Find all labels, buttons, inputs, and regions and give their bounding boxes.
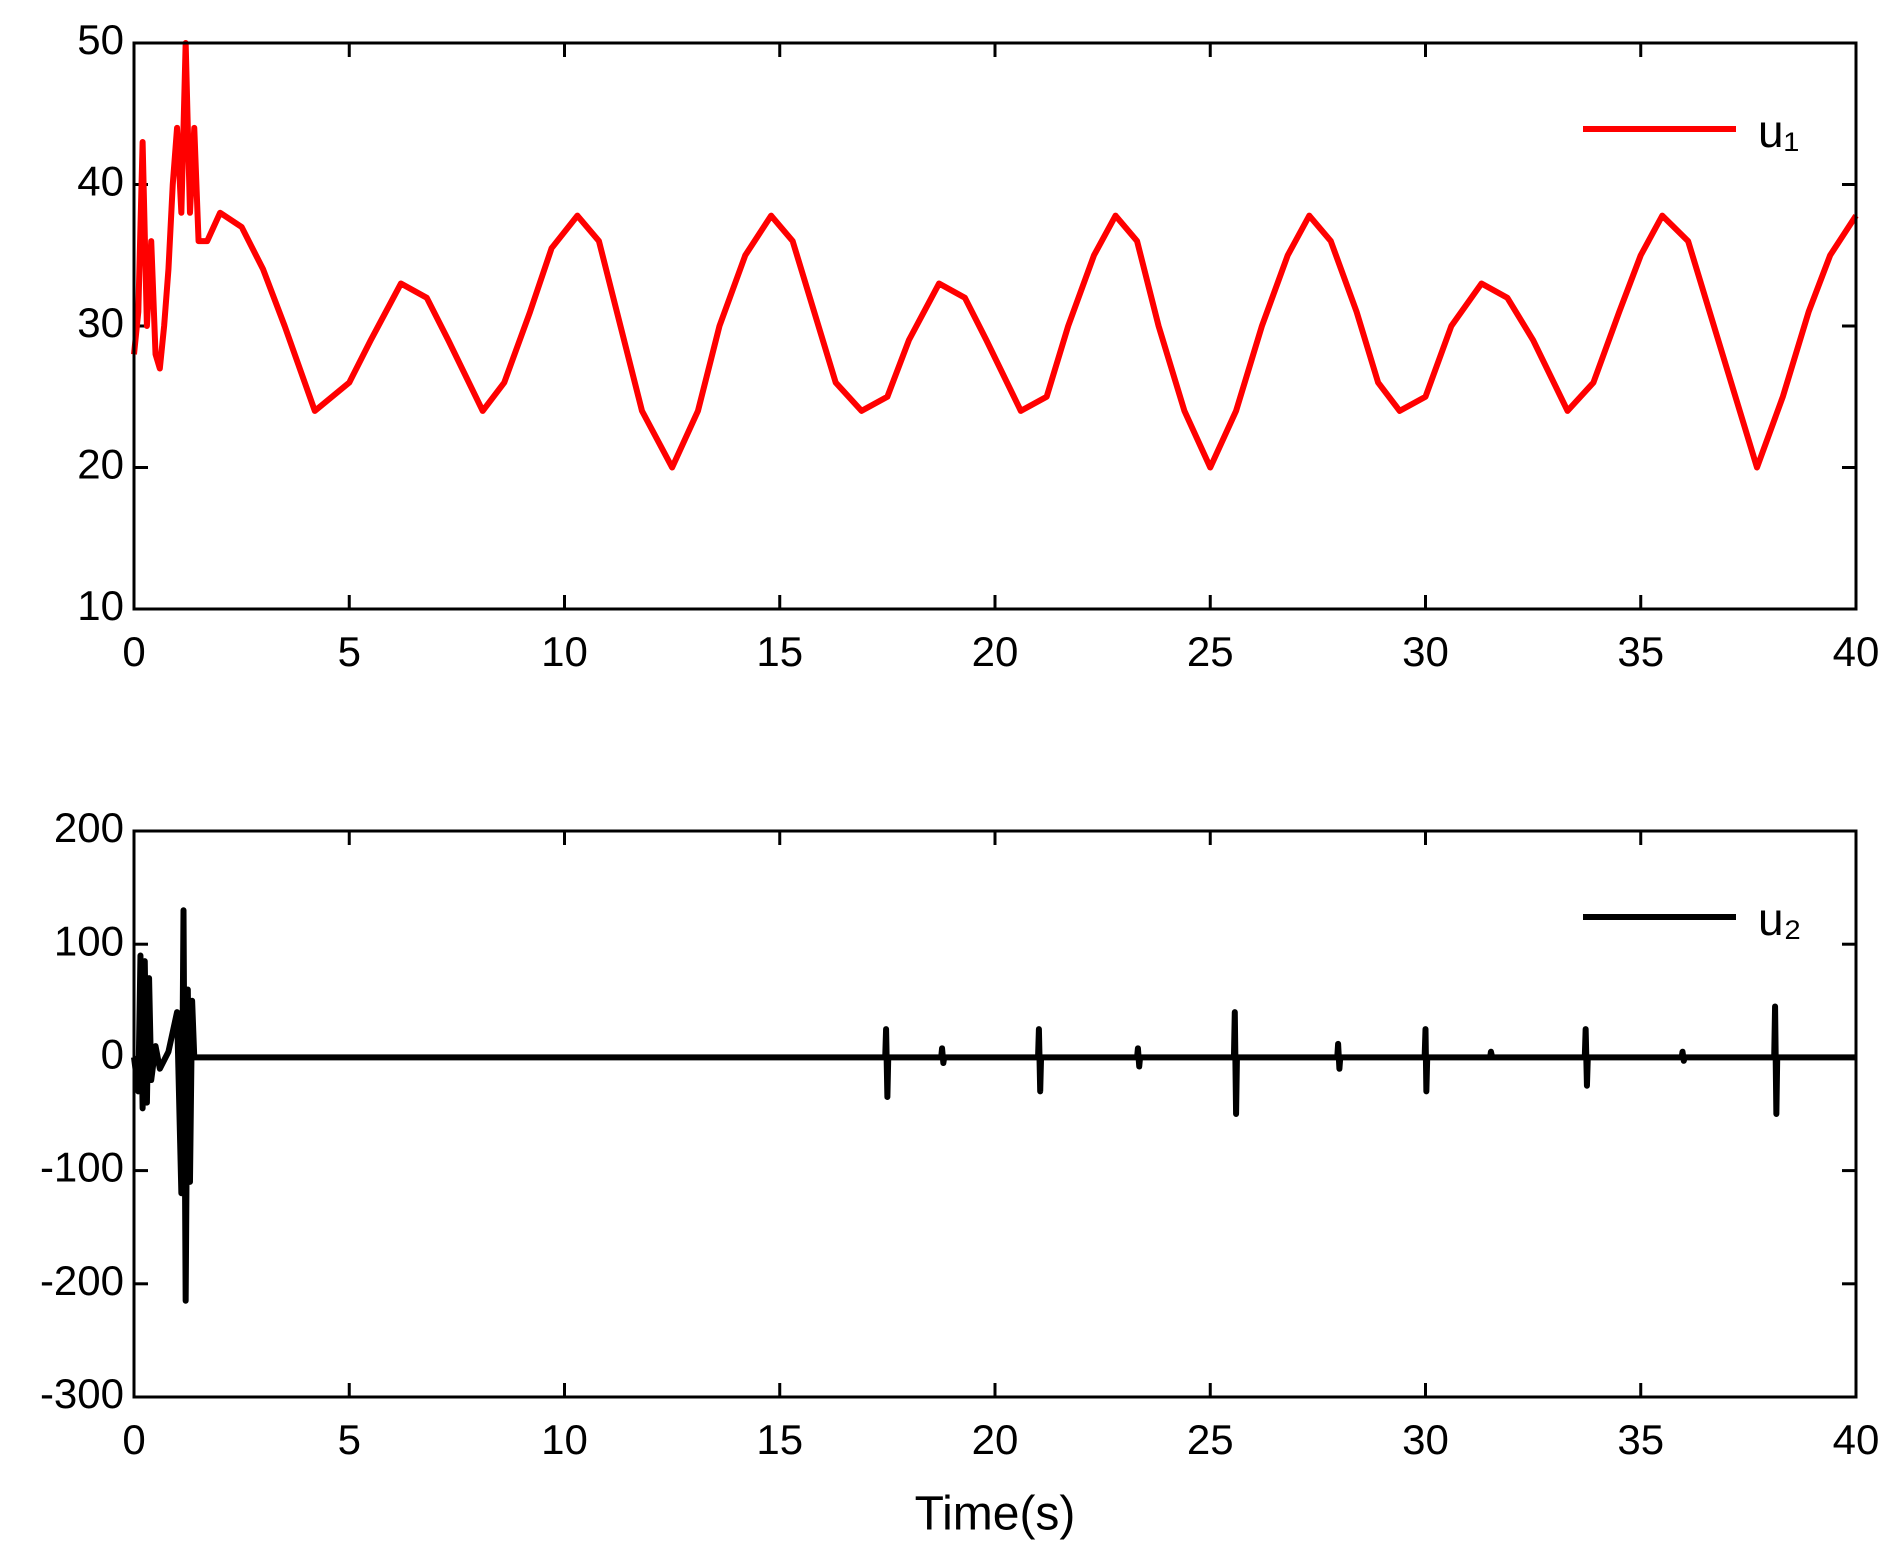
- x-tick-label: 25: [1187, 1416, 1234, 1463]
- data-line: [131, 40, 1859, 471]
- y-tick-label: -100: [40, 1144, 124, 1191]
- x-tick-label: 0: [122, 628, 145, 675]
- x-tick-label: 35: [1617, 628, 1664, 675]
- y-tick-label: 0: [101, 1030, 124, 1077]
- x-tick-label: 15: [756, 628, 803, 675]
- x-tick-label: 10: [541, 1416, 588, 1463]
- x-tick-label: 40: [1833, 628, 1880, 675]
- plot-frame: [132, 829, 1858, 1399]
- y-tick-label: 200: [54, 804, 124, 851]
- x-tick-label: 30: [1402, 1416, 1449, 1463]
- x-tick-label: 25: [1187, 628, 1234, 675]
- y-tick-label: 10: [77, 582, 124, 629]
- x-tick-label: 30: [1402, 628, 1449, 675]
- y-tick-label: 40: [77, 158, 124, 205]
- legend-label: u₂: [1758, 893, 1801, 945]
- x-tick-label: 5: [338, 628, 361, 675]
- y-tick-label: 100: [54, 917, 124, 964]
- y-tick-label: 20: [77, 441, 124, 488]
- y-tick-label: -300: [40, 1370, 124, 1417]
- x-tick-label: 40: [1833, 1416, 1880, 1463]
- plot-frame: [132, 41, 1858, 611]
- legend-label: u₁: [1758, 105, 1799, 157]
- data-line: [131, 907, 1856, 1304]
- y-tick-label: 30: [77, 299, 124, 346]
- x-tick-label: 10: [541, 628, 588, 675]
- x-tick-label: 0: [122, 1416, 145, 1463]
- y-tick-label: 50: [77, 16, 124, 63]
- x-tick-label: 20: [972, 628, 1019, 675]
- x-tick-label: 35: [1617, 1416, 1664, 1463]
- x-axis-label: Time(s): [915, 1488, 1076, 1541]
- x-tick-label: 5: [338, 1416, 361, 1463]
- x-tick-label: 20: [972, 1416, 1019, 1463]
- x-tick-label: 15: [756, 1416, 803, 1463]
- y-tick-label: -200: [40, 1257, 124, 1304]
